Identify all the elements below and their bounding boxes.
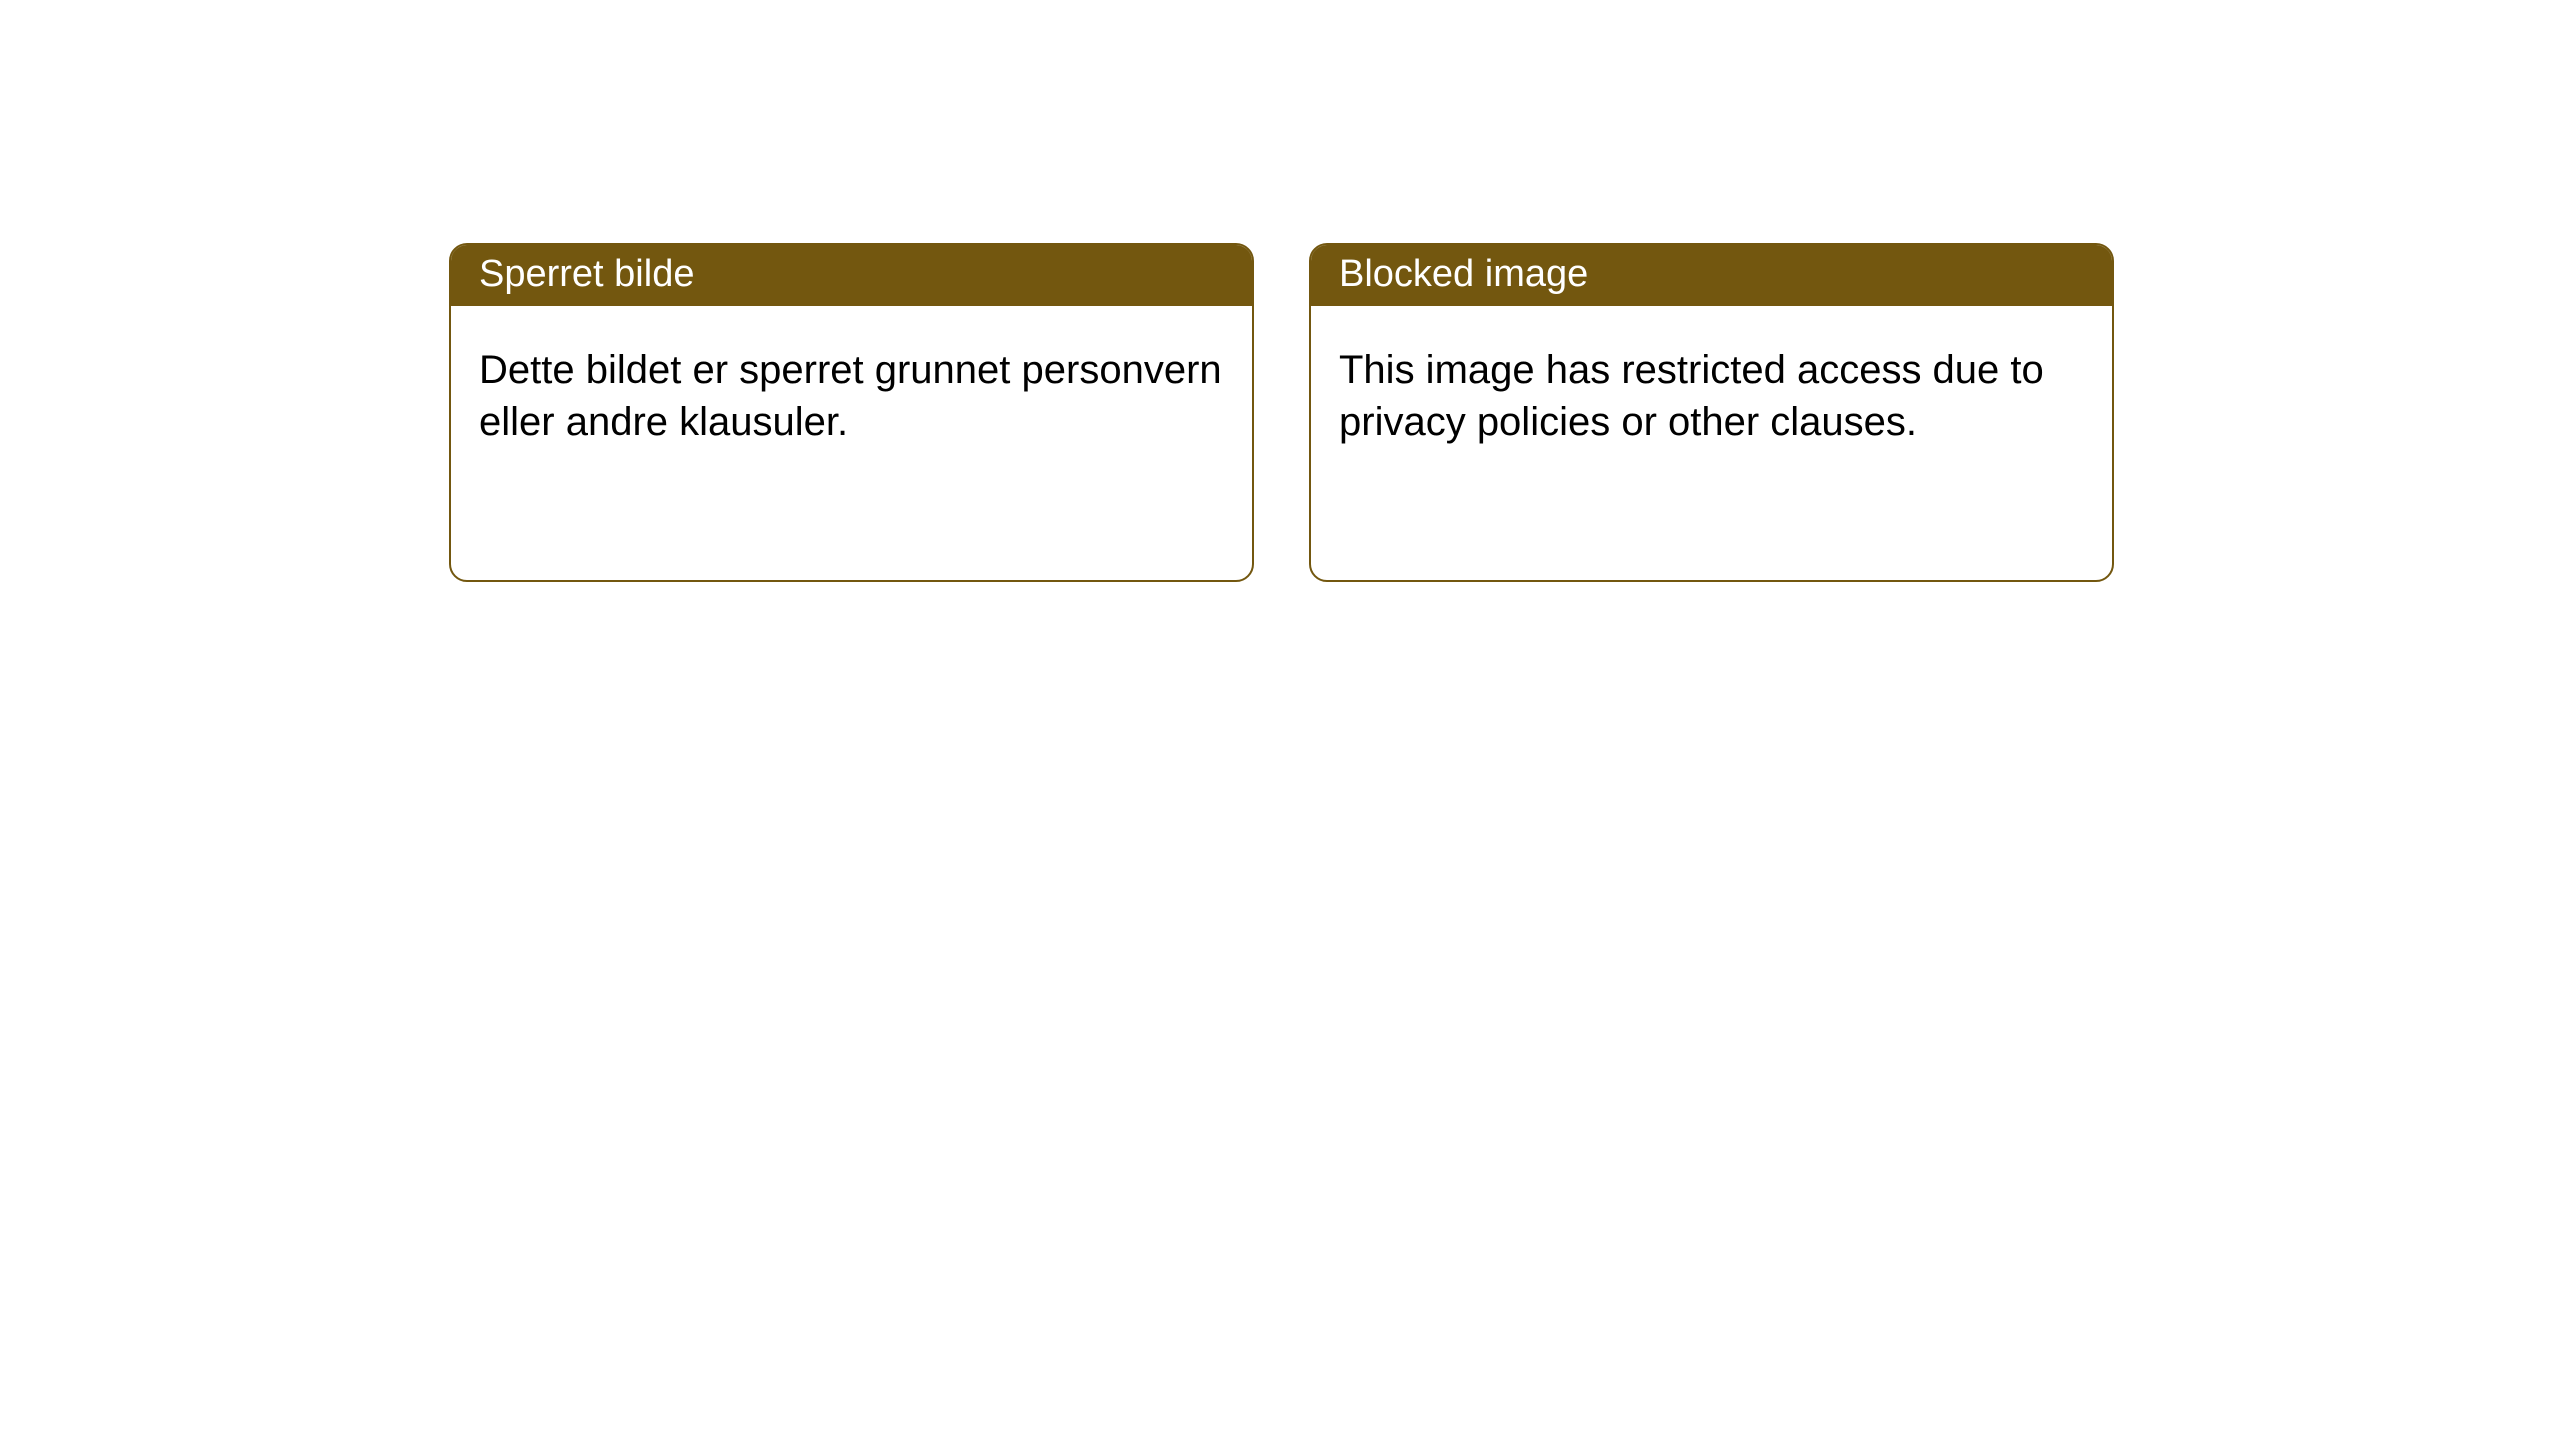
notice-card-english: Blocked image This image has restricted … <box>1309 243 2114 582</box>
notice-header-norwegian: Sperret bilde <box>451 245 1252 306</box>
notice-body-english: This image has restricted access due to … <box>1311 306 2112 468</box>
notice-cards-container: Sperret bilde Dette bildet er sperret gr… <box>449 243 2114 582</box>
notice-body-norwegian: Dette bildet er sperret grunnet personve… <box>451 306 1252 468</box>
notice-header-english: Blocked image <box>1311 245 2112 306</box>
notice-card-norwegian: Sperret bilde Dette bildet er sperret gr… <box>449 243 1254 582</box>
